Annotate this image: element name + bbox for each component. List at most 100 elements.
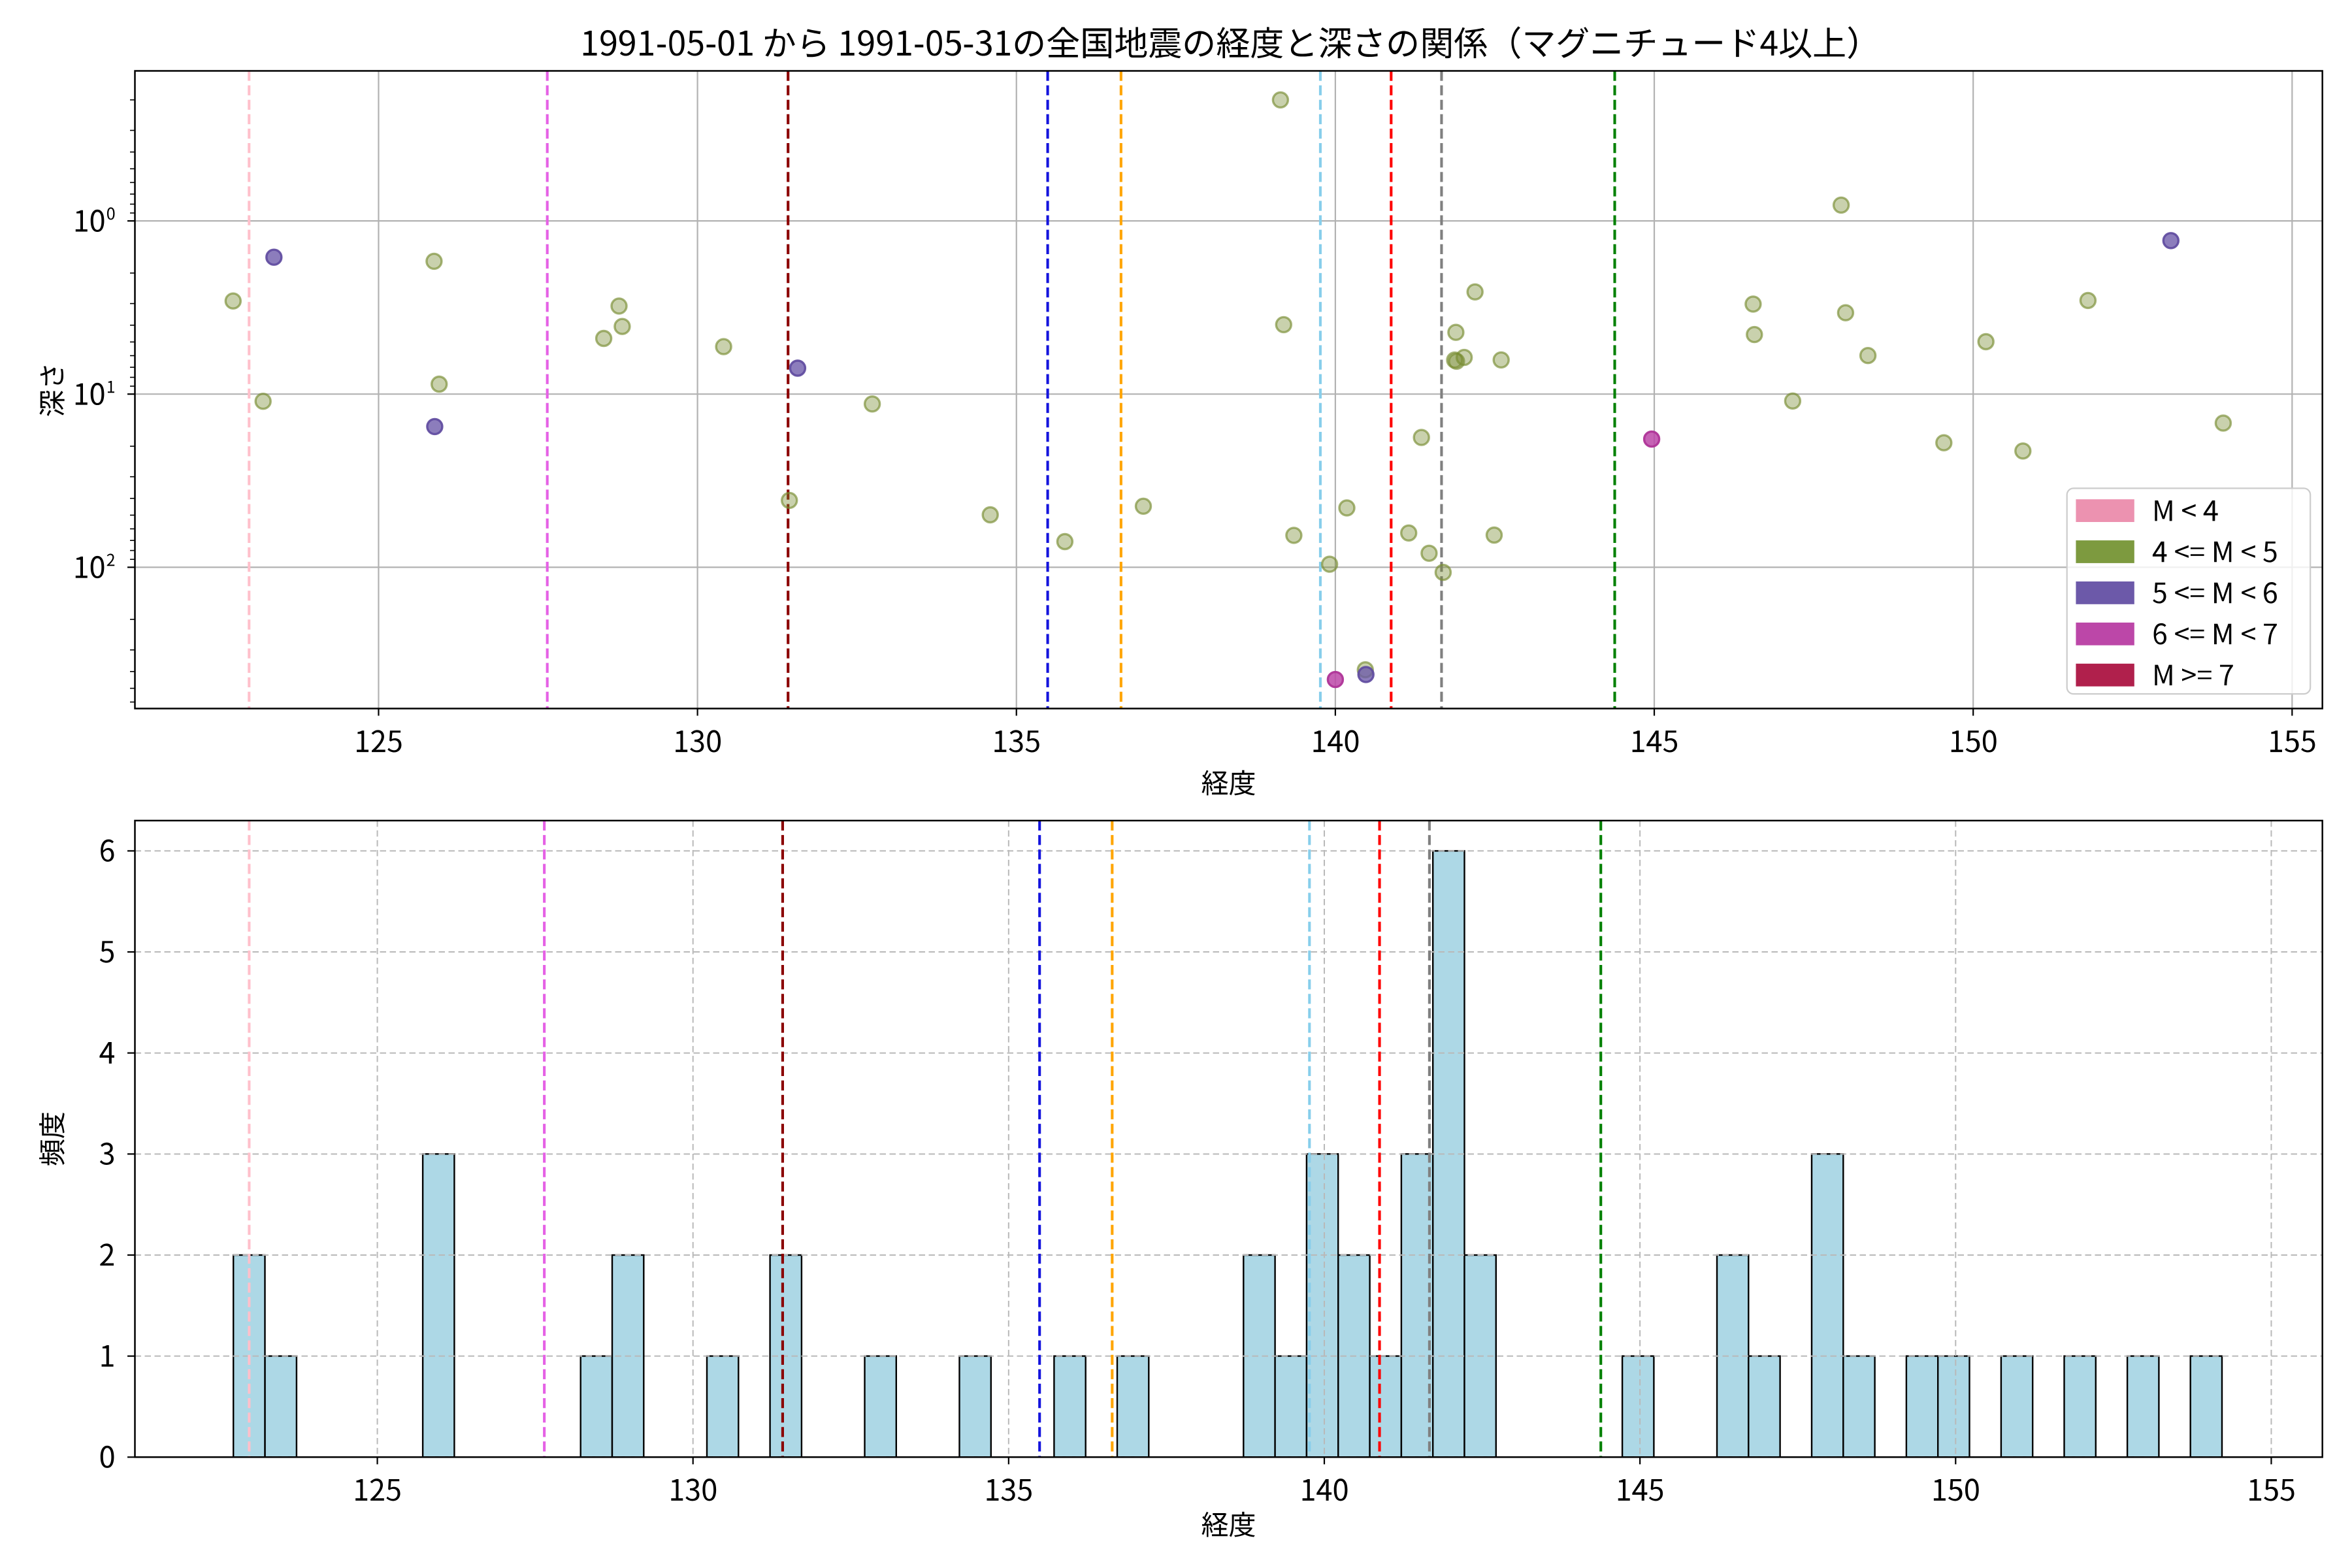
scatter-point	[780, 491, 798, 510]
path	[39, 1112, 65, 1166]
scatter-point	[431, 375, 448, 393]
y-tick-exponent	[107, 380, 114, 393]
path	[2155, 500, 2218, 521]
scatter-point	[715, 338, 732, 355]
scatter-point	[1447, 323, 1465, 341]
histogram-bar	[1936, 1355, 1970, 1458]
scatter-point	[1056, 532, 1074, 551]
x-tick-label	[1618, 1479, 1663, 1501]
legend-swatch	[2076, 540, 2134, 563]
path	[101, 839, 114, 862]
scatter-point	[610, 297, 628, 315]
histogram-bar	[1243, 1254, 1276, 1458]
scatter-point	[1320, 555, 1339, 573]
path	[357, 730, 402, 753]
histogram-bar	[1842, 1355, 1876, 1458]
legend-label	[2155, 500, 2218, 521]
scatter-point	[613, 318, 631, 335]
scatter-point	[2014, 442, 2032, 460]
path	[2153, 623, 2277, 645]
y-tick-exponent	[106, 207, 115, 220]
histogram-grid	[135, 821, 2323, 1458]
path	[987, 1478, 1032, 1501]
path	[39, 366, 65, 416]
x-tick-label	[1933, 1478, 1979, 1501]
scatter-grid	[135, 71, 2323, 709]
y-tick-label	[99, 1142, 114, 1165]
scatter-point	[981, 506, 999, 524]
scatter-point	[1434, 563, 1452, 581]
path	[2155, 664, 2233, 685]
histogram-plot	[39, 819, 2323, 1537]
path	[1618, 1479, 1663, 1501]
scatter-point	[595, 329, 613, 348]
legend-swatch	[2076, 499, 2134, 522]
x-tick-label	[2249, 1479, 2295, 1501]
path	[99, 1041, 114, 1064]
path	[75, 555, 105, 579]
legend-swatch	[2076, 663, 2134, 687]
scatter-point	[1935, 434, 1953, 451]
scatter-ticks	[127, 99, 2293, 716]
path	[2249, 1479, 2295, 1501]
scatter-point	[1977, 333, 1995, 351]
scatter-point	[1485, 526, 1503, 544]
path	[355, 1478, 400, 1501]
histogram-bar	[2126, 1355, 2160, 1458]
path	[99, 941, 114, 963]
scatter-point	[1413, 429, 1430, 446]
path	[583, 26, 1857, 59]
y-tick-label	[75, 555, 105, 579]
scatter-point	[2079, 291, 2097, 310]
path	[107, 380, 114, 393]
legend-label	[2152, 541, 2277, 563]
histogram-bar	[1748, 1355, 1781, 1458]
y-tick-label	[101, 1345, 114, 1367]
scatter-point	[1466, 283, 1484, 301]
histogram-bar	[2000, 1355, 2034, 1458]
scatter-point	[1642, 430, 1661, 448]
x-tick-label	[987, 1478, 1032, 1501]
path	[99, 1142, 114, 1165]
legend	[2066, 487, 2311, 695]
x-tick-label	[1951, 730, 1997, 753]
path	[994, 730, 1039, 753]
x-tick-label	[994, 730, 1039, 753]
scatter-point	[1455, 348, 1473, 367]
legend-label	[2153, 623, 2277, 645]
histogram-bar	[2189, 1355, 2223, 1458]
histogram-bar	[1621, 1355, 1655, 1458]
legend-swatch	[2076, 622, 2134, 645]
histogram-bar	[1905, 1355, 1939, 1458]
y-tick-exponent	[106, 553, 115, 566]
scatter-spines	[134, 70, 2323, 710]
x-tick-label	[671, 1478, 717, 1501]
scatter-plot	[39, 26, 2323, 796]
histogram-bar	[864, 1355, 897, 1458]
x-tick-label	[2270, 730, 2315, 753]
scatter-point	[1357, 666, 1375, 683]
scatter-point	[2214, 414, 2232, 432]
histogram-bar	[958, 1355, 992, 1458]
histogram-bar	[1053, 1355, 1086, 1458]
histogram-vlines	[248, 821, 1603, 1458]
scatter-point	[425, 252, 443, 270]
scatter-point	[1134, 497, 1152, 515]
scatter-point	[1275, 316, 1293, 334]
x-tick-label	[357, 730, 402, 753]
scatter-point	[2162, 232, 2180, 250]
scatter-point	[426, 417, 444, 436]
scatter-point	[1784, 392, 1802, 410]
path	[1951, 730, 1997, 753]
path	[1201, 770, 1255, 796]
scatter-point	[1859, 347, 1877, 365]
histogram-bar	[1810, 1153, 1844, 1458]
path	[100, 1243, 114, 1266]
x-tick-label	[1313, 730, 1359, 753]
scatter-point	[1326, 670, 1345, 689]
scatter-point	[1420, 544, 1438, 562]
path	[2153, 581, 2277, 604]
scatter-point	[1746, 325, 1763, 344]
